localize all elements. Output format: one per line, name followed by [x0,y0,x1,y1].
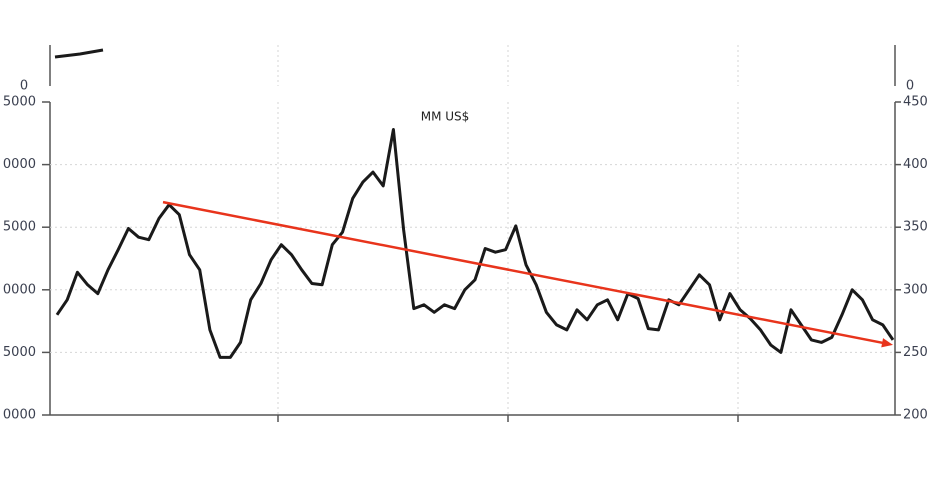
line-series [55,128,895,359]
y2-tick-label: 200 [903,408,928,423]
y2-tick-label: 450 [903,95,928,110]
y2-tick-label: 300 [903,282,928,297]
y-tick-label: 5000 [3,220,36,235]
y2-tick-label: 350 [903,220,928,235]
top-right-label: 0 [906,79,914,94]
top-left-label: 0 [20,79,28,94]
y2-tick-label: 400 [903,157,928,172]
y-tick-label: 0000 [3,408,36,423]
top-line [54,48,104,59]
chart-title: MM US$ [421,110,470,124]
trend-line [162,200,886,345]
y-tick-label: 0000 [3,282,36,297]
y-tick-label: 5000 [3,95,36,110]
trend-arrowhead [881,338,893,348]
y2-tick-label: 250 [903,345,928,360]
y-tick-label: 0000 [3,157,36,172]
y-tick-label: 5000 [3,345,36,360]
top-panel: 0 0 [20,45,914,94]
